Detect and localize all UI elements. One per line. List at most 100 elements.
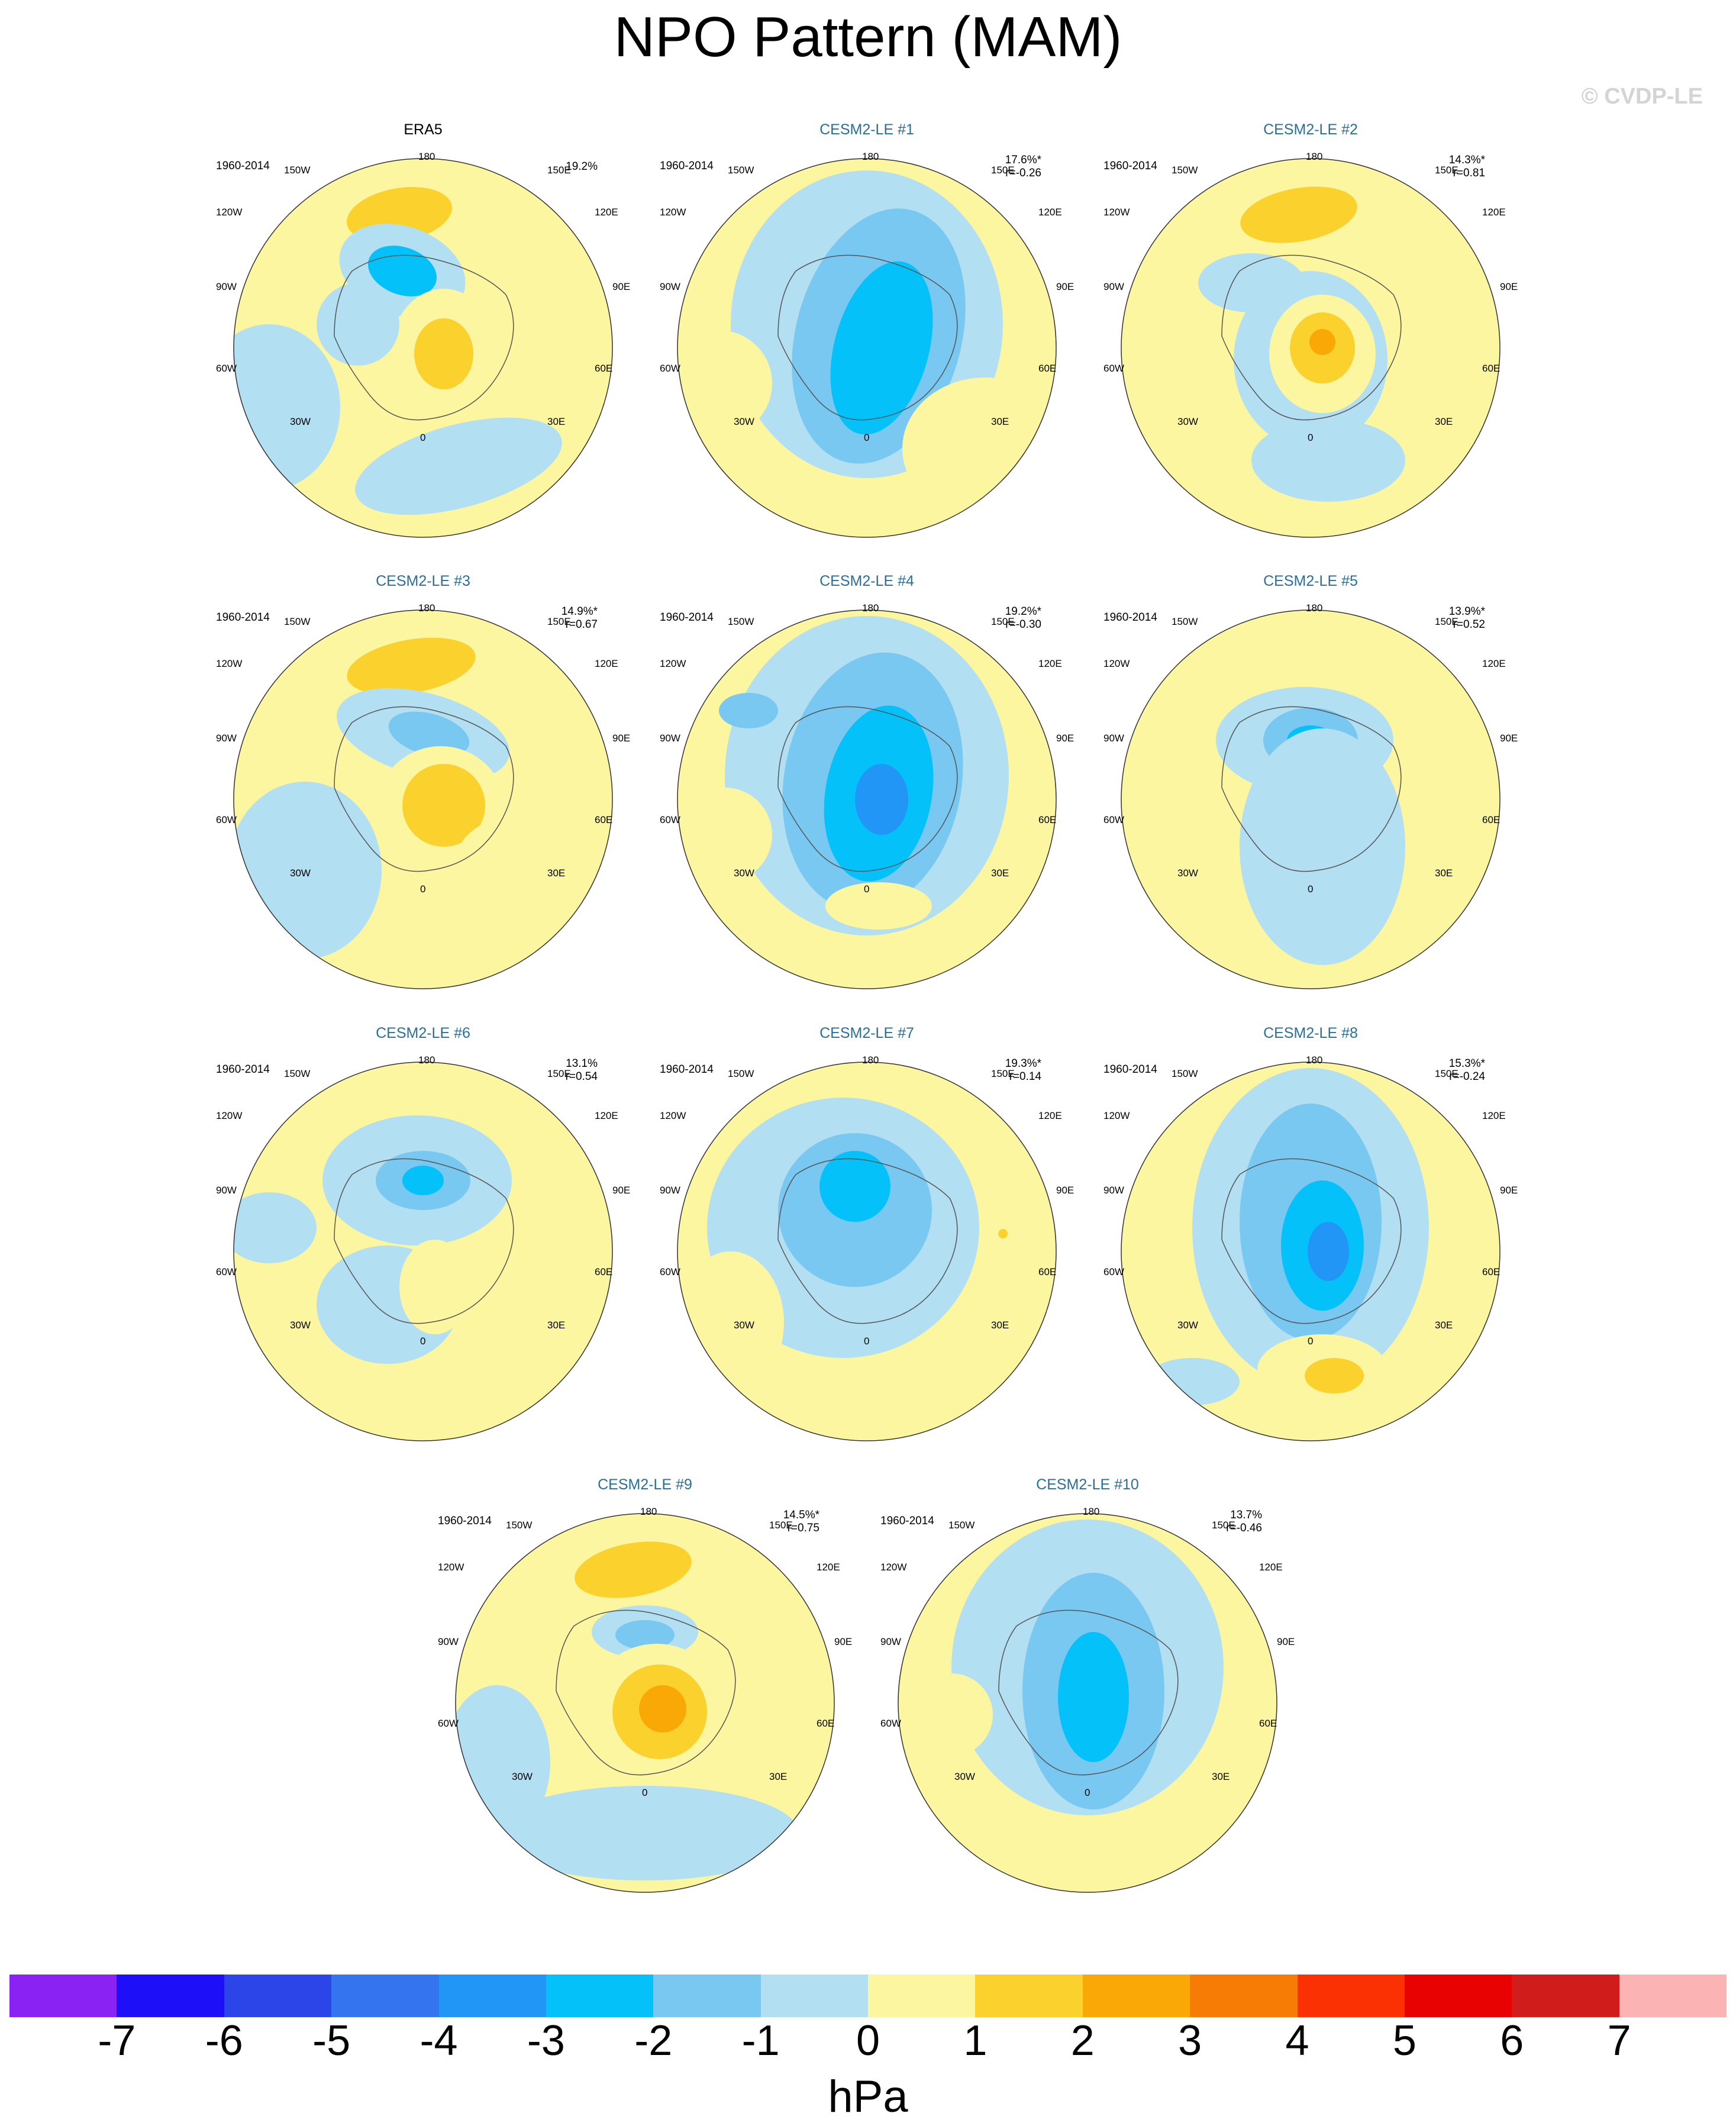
coastline — [334, 254, 514, 421]
colorbar — [9, 1975, 1727, 2017]
longitude-label: 30W — [1177, 416, 1198, 427]
longitude-label: 0 — [1308, 883, 1314, 895]
longitude-label: 90E — [1277, 1636, 1295, 1647]
longitude-label: 150W — [1172, 1068, 1198, 1079]
page-title: NPO Pattern (MAM) — [614, 5, 1122, 69]
panel-title: ERA5 — [404, 121, 443, 138]
variance-explained: 14.5%* — [783, 1509, 819, 1521]
anomaly-contour — [414, 318, 473, 389]
panel-period: 1960-2014 — [216, 611, 270, 624]
longitude-label: 150E — [991, 616, 1015, 627]
panel-period: 1960-2014 — [1103, 160, 1157, 172]
map-panel: CESM2-LE #5 1960-2014 13.9%* r=0.52 180 150E 1… — [1103, 573, 1518, 1022]
longitude-label: 90W — [1103, 1185, 1124, 1196]
anomaly-contour — [453, 817, 571, 924]
map-panel: CESM2-LE #7 1960-2014 19.3%* r=0.14 180 150E 1… — [660, 1025, 1074, 1475]
longitude-label: 30W — [290, 1320, 311, 1331]
anomaly-contour — [998, 1229, 1008, 1238]
anomaly-contour — [1240, 728, 1405, 965]
anomaly-contour — [819, 1151, 890, 1222]
map-panel: ERA5 1960-2014 19.2% 180 150E 120E 90E 60E 30E 0 3… — [216, 121, 630, 571]
longitude-label: 120E — [595, 658, 618, 669]
longitude-label: 0 — [864, 432, 870, 443]
colorbar-tick-label: 2 — [1070, 2017, 1095, 2064]
longitude-label: 90E — [612, 733, 631, 744]
longitude-label: 90W — [216, 733, 237, 744]
longitude-label: 60W — [216, 1266, 237, 1277]
colorbar-tick-label: 5 — [1392, 2017, 1416, 2064]
longitude-label: 90E — [1500, 1185, 1518, 1196]
longitude-label: 30W — [1177, 1320, 1198, 1331]
colorbar-swatch — [1297, 1975, 1405, 2017]
longitude-label: 150W — [948, 1520, 975, 1531]
anomaly-contour — [830, 261, 933, 435]
pattern-correlation: r=0.14 — [1009, 1070, 1041, 1083]
colorbar-tick-label: -7 — [98, 2017, 136, 2064]
map-panel: CESM2-LE #9 1960-2014 14.5%* r=0.75 180 150E 1… — [438, 1476, 852, 1926]
polar-map — [233, 609, 613, 989]
longitude-label: 90W — [216, 281, 237, 292]
longitude-label: 120W — [660, 207, 686, 218]
longitude-label: 60E — [595, 363, 613, 374]
longitude-label: 90W — [438, 1636, 459, 1647]
longitude-label: 180 — [640, 1506, 657, 1517]
longitude-label: 150W — [1172, 164, 1198, 176]
panel-period: 1960-2014 — [216, 1063, 270, 1076]
coastline — [1221, 1158, 1402, 1324]
pattern-correlation: r=-0.24 — [1449, 1070, 1485, 1083]
longitude-label: 30E — [547, 1320, 566, 1331]
colorbar-tick-label: 3 — [1178, 2017, 1202, 2064]
longitude-label: 60W — [880, 1718, 901, 1729]
longitude-label: 30E — [991, 1320, 1009, 1331]
longitude-label: 60W — [216, 814, 237, 825]
anomaly-contour — [902, 378, 1056, 520]
map-panel: CESM2-LE #8 1960-2014 15.3%* r=-0.24 180 150E… — [1103, 1025, 1518, 1475]
longitude-label: 90W — [1103, 281, 1124, 292]
longitude-label: 150E — [547, 164, 571, 176]
map-panel: CESM2-LE #1 1960-2014 17.6%* r=-0.26 180 150E… — [660, 121, 1074, 571]
longitude-label: 30E — [1435, 867, 1453, 879]
longitude-label: 150E — [547, 616, 571, 627]
longitude-label: 30E — [769, 1771, 788, 1782]
map-border — [1121, 609, 1501, 989]
longitude-label: 0 — [420, 1335, 426, 1347]
coastline — [556, 1609, 736, 1776]
longitude-label: 0 — [1308, 432, 1314, 443]
colorbar-tick-label: -4 — [420, 2017, 458, 2064]
longitude-label: 150E — [1212, 1520, 1235, 1531]
longitude-label: 90E — [834, 1636, 853, 1647]
panel-period: 1960-2014 — [660, 1063, 714, 1076]
pattern-correlation: r=-0.30 — [1005, 618, 1041, 631]
variance-explained: 13.1% — [566, 1057, 598, 1070]
longitude-label: 0 — [864, 1335, 870, 1347]
longitude-label: 90E — [612, 1185, 631, 1196]
variance-explained: 15.3%* — [1448, 1057, 1485, 1070]
map-border — [1121, 158, 1501, 538]
anomaly-contour — [639, 1685, 686, 1733]
anomaly-contour — [825, 882, 932, 930]
longitude-label: 60W — [216, 363, 237, 374]
variance-explained: 19.2%* — [1005, 605, 1041, 618]
longitude-label: 0 — [1308, 1335, 1314, 1347]
anomaly-contour — [364, 378, 435, 449]
polar-map — [233, 1062, 613, 1441]
colorbar-tick-label: 1 — [963, 2017, 988, 2064]
panel-period: 1960-2014 — [1103, 1063, 1157, 1076]
longitude-label: 90E — [1056, 281, 1074, 292]
polar-map — [455, 1513, 835, 1893]
map-border — [233, 609, 613, 989]
pattern-correlation: r=0.54 — [565, 1070, 598, 1083]
coastline — [777, 1158, 958, 1324]
anomaly-contour — [1309, 329, 1335, 355]
longitude-label: 30W — [954, 1771, 975, 1782]
anomaly-contour — [615, 1620, 675, 1650]
colorbar-swatch — [975, 1975, 1083, 2017]
panel-period: 1960-2014 — [438, 1515, 492, 1527]
colorbar-tick-label: -6 — [205, 2017, 243, 2064]
anomaly-contour — [317, 283, 399, 366]
longitude-label: 120W — [1103, 1110, 1130, 1121]
longitude-label: 0 — [642, 1787, 648, 1798]
map-border — [233, 1062, 613, 1441]
longitude-label: 180 — [862, 602, 879, 614]
map-panel: CESM2-LE #2 1960-2014 14.3%* r=0.81 180 150E 1… — [1103, 121, 1518, 571]
